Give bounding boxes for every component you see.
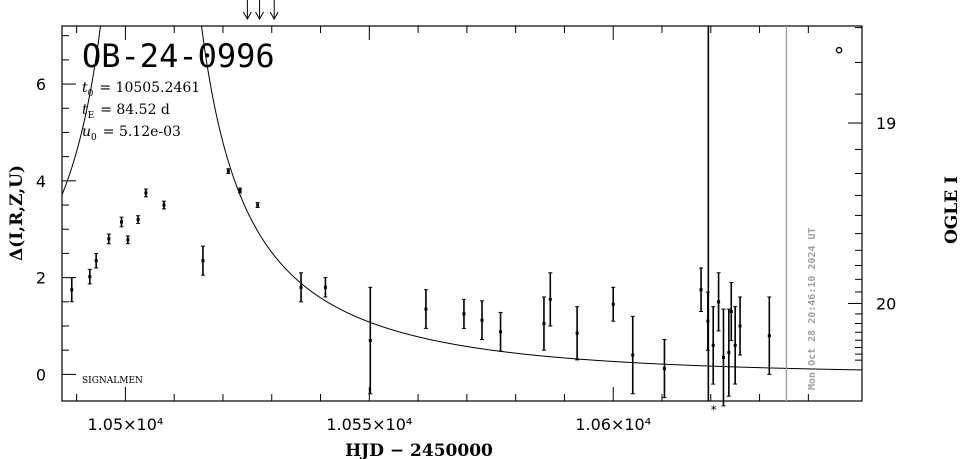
chart-title: OB-24-0996: [82, 37, 275, 75]
x-axis-label: HJD − 2450000: [345, 441, 493, 459]
data-point: [94, 259, 98, 263]
data-point: [699, 288, 703, 292]
data-point: [126, 238, 130, 242]
data-points: [69, 46, 843, 407]
data-point: [542, 322, 546, 326]
model-curve: [61, 25, 863, 371]
data-point: [299, 285, 303, 289]
annotations: *: [242, 0, 788, 417]
data-point: [733, 343, 737, 347]
data-point: [662, 367, 666, 371]
data-point: [162, 203, 166, 207]
data-point: [201, 259, 205, 263]
data-point: [631, 353, 635, 357]
y-tick-label-left: 6: [36, 75, 46, 94]
data-point: [480, 318, 484, 322]
data-point: [717, 300, 721, 304]
y-axis-label-right: OGLE I: [942, 176, 962, 244]
data-point: [256, 203, 260, 207]
data-point: [721, 355, 725, 359]
y-tick-label-right: 20: [876, 294, 896, 313]
data-point: [323, 285, 327, 289]
plot-frame: [61, 25, 863, 402]
data-point: [368, 339, 372, 343]
top-arrow-head: [242, 11, 252, 21]
data-point: [88, 275, 92, 279]
data-point: [70, 288, 74, 292]
data-point: [575, 331, 579, 335]
top-arrow-head: [255, 11, 264, 21]
fit-parameters: t0 = 10505.2461 tE = 84.52 d u0 = 5.12e-03: [82, 80, 200, 143]
data-point: [611, 302, 615, 306]
data-point: [226, 169, 230, 173]
y-axis-label-left: Δ(I,R,Z,U): [7, 165, 27, 261]
x-tick-label: 1.055×10⁴: [326, 415, 412, 434]
y-tick-label-right: 19: [876, 114, 896, 133]
data-point: [462, 312, 466, 316]
date-stamp: Mon Oct 28 20:46:10 2024 UT: [807, 227, 818, 390]
data-point: [548, 297, 552, 301]
x-tick-label: 1.05×10⁴: [88, 415, 164, 434]
top-arrow-head: [269, 11, 279, 21]
data-point: [238, 189, 242, 193]
y-tick-label-left: 0: [36, 365, 46, 384]
data-point: [144, 191, 148, 195]
bottom-star-marker: *: [711, 403, 717, 417]
data-point: [767, 334, 771, 338]
data-point: [120, 220, 124, 224]
fit-param-1: tE = 84.52 d: [82, 102, 170, 121]
y-tick-label-left: 4: [36, 172, 46, 191]
x-tick-label: 1.06×10⁴: [575, 415, 651, 434]
data-point: [738, 324, 742, 328]
model-curve-path: [61, 25, 863, 371]
data-point: [727, 351, 731, 355]
data-point: [136, 218, 140, 222]
fit-param-2: u0 = 5.12e-03: [82, 124, 181, 143]
data-point: [107, 237, 111, 241]
data-point-open: [835, 46, 843, 54]
data-point: [729, 309, 733, 313]
signalmen-label: SIGNALMEN: [82, 376, 143, 386]
fit-param-0: t0 = 10505.2461: [82, 80, 200, 99]
data-point: [711, 343, 715, 347]
data-point: [499, 330, 503, 334]
y-tick-label-left: 2: [36, 269, 46, 288]
data-point: [424, 307, 428, 311]
